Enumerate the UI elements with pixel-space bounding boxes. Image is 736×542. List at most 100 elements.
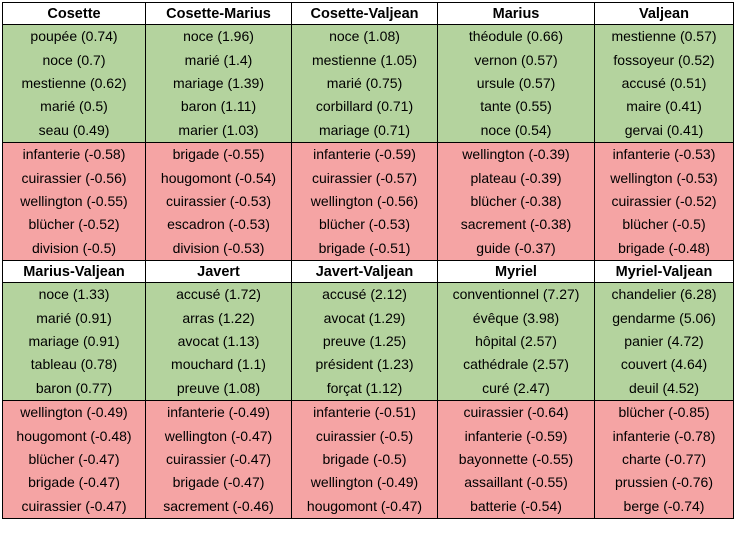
negative-term: assaillant (-0.55) — [464, 474, 568, 491]
negative-term: cuirassier (-0.57) — [311, 169, 418, 186]
positive-term: tante (0.55) — [480, 98, 552, 115]
negative-term: batterie (-0.54) — [470, 497, 562, 514]
negative-terms-cell: wellington (-0.49) hougomont (-0.48) blüch… — [2, 400, 146, 519]
negative-term: division (-0.53) — [172, 239, 265, 256]
positive-terms-row: noce (1.33) marié (0.91) mariage (0.91) tab… — [2, 282, 734, 401]
positive-term: poupée (0.74) — [30, 28, 118, 45]
negative-term: infanterie (-0.78) — [612, 427, 716, 444]
positive-terms-cell: noce (1.33) marié (0.91) mariage (0.91) tab… — [2, 282, 146, 401]
positive-term: conventionnel (7.27) — [452, 286, 580, 303]
negative-term: wellington (-0.47) — [164, 427, 273, 444]
positive-term: évêque (3.98) — [472, 309, 560, 326]
negative-term: division (-0.5) — [31, 239, 117, 256]
positive-term: noce (0.7) — [42, 51, 106, 68]
positive-term: avocat (1.29) — [323, 309, 406, 326]
negative-term: brigade (-0.5) — [322, 450, 407, 467]
column-header: Cosette-Valjean — [291, 2, 438, 25]
positive-term: marié (0.5) — [40, 98, 108, 115]
positive-term: théodule (0.66) — [468, 28, 564, 45]
positive-term: vernon (0.57) — [474, 51, 558, 68]
positive-term: accusé (1.72) — [176, 286, 261, 303]
word-association-table: Cosette Cosette-Marius Cosette-Valjean Mari… — [2, 2, 734, 519]
positive-terms-row: poupée (0.74) noce (0.7) mestienne (0.62) m… — [2, 24, 734, 143]
negative-term: wellington (-0.39) — [462, 146, 570, 163]
negative-term: infanterie (-0.51) — [313, 404, 416, 421]
negative-term: brigade (-0.48) — [618, 239, 710, 256]
column-header: Javert — [145, 260, 292, 283]
positive-terms-cell: poupée (0.74) noce (0.7) mestienne (0.62) m… — [2, 24, 146, 143]
negative-term: escadron (-0.53) — [167, 216, 270, 233]
positive-term: mariage (0.91) — [28, 332, 120, 349]
positive-terms-cell: théodule (0.66) vernon (0.57) ursule (0.57… — [437, 24, 595, 143]
negative-term: cuirassier (-0.47) — [165, 450, 272, 467]
positive-term: seau (0.49) — [38, 121, 110, 138]
negative-terms-cell: infanterie (-0.51) cuirassier (-0.5) briga… — [291, 400, 438, 519]
negative-term: plateau (-0.39) — [470, 169, 562, 186]
negative-term: wellington (-0.56) — [310, 192, 419, 209]
positive-term: cathédrale (2.57) — [463, 356, 569, 373]
positive-term: ursule (0.57) — [476, 74, 556, 91]
column-header: Cosette-Marius — [145, 2, 292, 25]
positive-term: deuil (4.52) — [628, 379, 700, 396]
negative-term: blücher (-0.5) — [622, 216, 706, 233]
positive-terms-cell: noce (1.08) mestienne (1.05) marié (0.75) c… — [291, 24, 438, 143]
positive-term: mariage (1.39) — [172, 74, 265, 91]
negative-term: cuirassier (-0.5) — [315, 427, 414, 444]
positive-term: noce (1.96) — [183, 28, 254, 45]
positive-term: gendarme (5.06) — [612, 309, 716, 326]
positive-terms-cell: mestienne (0.57) fossoyeur (0.52) accusé (… — [594, 24, 734, 143]
positive-term: noce (1.08) — [329, 28, 400, 45]
positive-term: corbillard (0.71) — [315, 98, 414, 115]
positive-term: baron (1.11) — [180, 98, 257, 115]
negative-term: cuirassier (-0.64) — [463, 404, 569, 421]
positive-term: mestienne (0.57) — [611, 28, 717, 45]
positive-term: président (1.23) — [315, 356, 414, 373]
column-header: Valjean — [594, 2, 734, 25]
positive-term: mestienne (0.62) — [21, 74, 127, 91]
positive-term: forçat (1.12) — [326, 379, 403, 396]
positive-term: preuve (1.25) — [322, 332, 407, 349]
positive-term: maire (0.41) — [626, 98, 702, 115]
positive-term: marié (0.91) — [36, 309, 112, 326]
negative-term: cuirassier (-0.53) — [165, 192, 272, 209]
negative-terms-cell: infanterie (-0.53) wellington (-0.53) cuir… — [594, 142, 734, 261]
negative-term: wellington (-0.55) — [20, 192, 128, 209]
positive-term: baron (0.77) — [35, 379, 113, 396]
positive-term: mestienne (1.05) — [311, 51, 418, 68]
negative-terms-row: wellington (-0.49) hougomont (-0.48) blüch… — [2, 400, 734, 519]
negative-term: cuirassier (-0.52) — [611, 192, 717, 209]
negative-term: hougomont (-0.47) — [306, 497, 423, 514]
negative-term: sacrement (-0.38) — [460, 216, 572, 233]
positive-term: preuve (1.08) — [176, 379, 261, 396]
negative-term: berge (-0.74) — [623, 497, 705, 514]
column-header: Cosette — [2, 2, 146, 25]
header-row: Cosette Cosette-Marius Cosette-Valjean Mari… — [2, 2, 734, 25]
negative-term: blücher (-0.38) — [470, 192, 562, 209]
negative-terms-cell: brigade (-0.55) hougomont (-0.54) cuirassi… — [145, 142, 292, 261]
negative-term: bayonnette (-0.55) — [458, 450, 574, 467]
positive-term: gervai (0.41) — [624, 121, 704, 138]
header-row: Marius-Valjean Javert Javert-Valjean Myriel… — [2, 260, 734, 283]
positive-term: accusé (2.12) — [322, 286, 407, 303]
positive-term: tableau (0.78) — [30, 356, 118, 373]
negative-term: blücher (-0.52) — [28, 216, 120, 233]
negative-term: sacrement (-0.46) — [163, 497, 274, 514]
negative-term: wellington (-0.49) — [20, 404, 128, 421]
positive-term: mouchard (1.1) — [171, 356, 266, 373]
positive-term: hôpital (2.57) — [475, 332, 557, 349]
positive-term: couvert (4.64) — [620, 356, 708, 373]
negative-term: infanterie (-0.49) — [167, 404, 270, 421]
column-header: Myriel-Valjean — [594, 260, 734, 283]
negative-terms-cell: infanterie (-0.58) cuirassier (-0.56) well… — [2, 142, 146, 261]
negative-term: blücher (-0.47) — [28, 450, 120, 467]
positive-terms-cell: noce (1.96) marié (1.4) mariage (1.39) baro… — [145, 24, 292, 143]
negative-term: brigade (-0.47) — [172, 474, 265, 491]
column-header: Myriel — [437, 260, 595, 283]
negative-term: infanterie (-0.59) — [464, 427, 568, 444]
positive-term: mariage (0.71) — [318, 121, 411, 138]
negative-terms-cell: blücher (-0.85) infanterie (-0.78) charte … — [594, 400, 734, 519]
negative-term: charte (-0.77) — [621, 450, 707, 467]
positive-term: marié (1.4) — [184, 51, 253, 68]
negative-term: infanterie (-0.59) — [313, 146, 416, 163]
negative-term: cuirassier (-0.56) — [21, 169, 127, 186]
